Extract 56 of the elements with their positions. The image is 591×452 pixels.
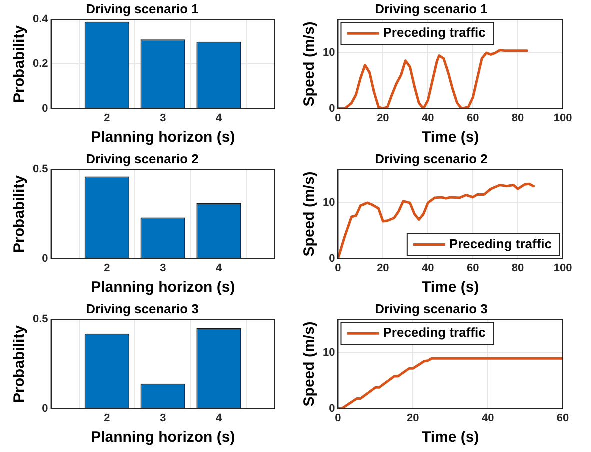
x-tick-label: 4	[216, 412, 224, 424]
x-tick-label: 3	[160, 412, 166, 424]
y-tick-label: 10	[322, 347, 336, 360]
x-axis-title: Time (s)	[422, 429, 480, 446]
x-axis-title: Time (s)	[422, 279, 480, 296]
y-tick-label: 0.2	[32, 58, 48, 70]
y-axis-title: Speed (m/s)	[301, 172, 318, 257]
y-tick-label: 0.4	[32, 14, 50, 26]
y-axis-title: Probability	[11, 324, 28, 403]
x-axis-title: Time (s)	[422, 129, 480, 146]
x-tick-label: 80	[512, 262, 524, 274]
y-tick-label: 10	[322, 197, 336, 210]
y-tick-label: 0	[42, 252, 48, 265]
x-tick-label: 40	[482, 412, 494, 424]
x-tick-label: 3	[160, 262, 166, 274]
legend-label: Preceding traffic	[383, 325, 486, 340]
y-tick-label: 0.5	[32, 314, 48, 326]
y-tick-label: 0	[42, 102, 48, 115]
y-tick-label: 0	[329, 102, 336, 115]
x-tick-label: 60	[466, 112, 480, 124]
x-tick-label: 2	[104, 262, 110, 274]
chart-title: Driving scenario 3	[86, 301, 199, 316]
legend-label: Preceding traffic	[383, 25, 486, 40]
x-tick-label: 2	[104, 412, 110, 424]
y-axis-title: Probability	[11, 174, 28, 253]
y-axis-title: Speed (m/s)	[301, 322, 318, 407]
y-axis-title: Speed (m/s)	[301, 22, 318, 107]
x-tick-label: 4	[216, 112, 224, 124]
chart-title: Driving scenario 1	[375, 1, 488, 16]
x-tick-label: 20	[377, 112, 390, 124]
legend-label: Preceding traffic	[449, 236, 552, 252]
x-axis-title: Planning horizon (s)	[91, 129, 236, 146]
chart-title: Driving scenario 2	[86, 151, 199, 166]
x-tick-label: 20	[407, 412, 420, 424]
y-tick-label: 0	[329, 402, 336, 415]
y-tick-label: 0.5	[32, 164, 48, 176]
x-tick-label: 20	[377, 262, 390, 274]
x-axis-title: Planning horizon (s)	[91, 279, 236, 296]
x-tick-label: 80	[512, 112, 524, 124]
x-tick-label: 100	[554, 262, 572, 274]
x-tick-label: 60	[466, 262, 480, 274]
x-tick-label: 3	[160, 112, 166, 124]
y-axis-title: Probability	[11, 24, 28, 103]
y-tick-label: 0	[42, 402, 48, 415]
y-tick-label: 0	[329, 252, 336, 265]
y-tick-label: 10	[322, 47, 336, 60]
chart-title: Driving scenario 1	[86, 1, 199, 16]
x-tick-label: 2	[104, 112, 110, 124]
x-tick-label: 40	[422, 112, 434, 124]
chart-title: Driving scenario 3	[375, 301, 488, 316]
x-tick-label: 40	[422, 262, 434, 274]
chart-title: Driving scenario 2	[375, 151, 488, 166]
x-tick-label: 60	[556, 412, 570, 424]
x-tick-label: 4	[216, 262, 224, 274]
x-tick-label: 100	[554, 112, 572, 124]
x-axis-title: Planning horizon (s)	[91, 429, 236, 446]
